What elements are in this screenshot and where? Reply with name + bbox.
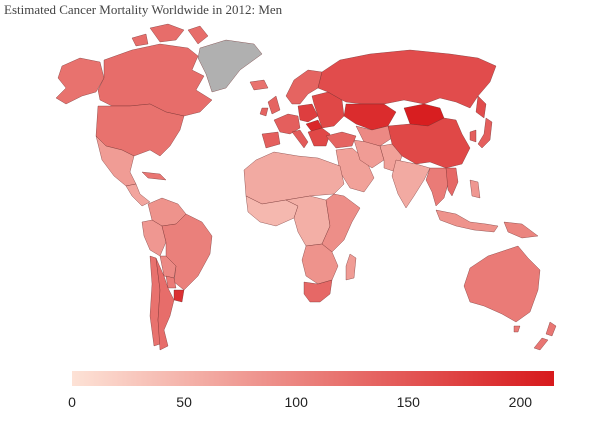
- country-canada[interactable]: [97, 43, 213, 117]
- country-india[interactable]: [391, 159, 431, 209]
- country-turkey-caucasus[interactable]: [325, 131, 357, 149]
- legend-tick-label: 50: [176, 394, 192, 410]
- country-cuba[interactable]: [141, 171, 167, 181]
- country-russia-east[interactable]: [475, 95, 487, 119]
- country-argentina[interactable]: [155, 257, 175, 351]
- map-title: Estimated Cancer Mortality Worldwide in …: [4, 2, 283, 17]
- country-madagascar[interactable]: [345, 253, 357, 281]
- country-east-africa[interactable]: [321, 193, 361, 253]
- color-scale-legend: [72, 371, 554, 386]
- country-bolivia[interactable]: [159, 255, 177, 279]
- country-central-america[interactable]: [125, 183, 151, 207]
- country-vietnam[interactable]: [445, 167, 459, 197]
- legend-tick-label: 100: [284, 394, 308, 410]
- country-new-zealand[interactable]: [533, 321, 557, 351]
- country-alaska[interactable]: [55, 57, 105, 105]
- country-iceland[interactable]: [249, 79, 269, 91]
- country-uk-ireland[interactable]: [259, 95, 281, 117]
- legend-tick-label: 150: [396, 394, 420, 410]
- country-indonesia[interactable]: [435, 209, 499, 233]
- country-korea-japan[interactable]: [469, 117, 493, 149]
- country-philippines[interactable]: [469, 179, 481, 199]
- country-russia[interactable]: [317, 49, 497, 109]
- legend-tick-label: 200: [508, 394, 533, 410]
- legend-gradient-bar: [72, 371, 554, 386]
- legend-tick-label: 0: [68, 394, 76, 410]
- country-iberia[interactable]: [261, 131, 281, 149]
- country-north-africa[interactable]: [243, 151, 345, 205]
- country-south-africa[interactable]: [303, 279, 333, 303]
- country-balkans[interactable]: [307, 127, 331, 147]
- country-greenland[interactable]: [197, 39, 263, 93]
- country-italy[interactable]: [291, 129, 309, 149]
- country-tasmania[interactable]: [513, 325, 521, 333]
- country-uruguay[interactable]: [173, 289, 185, 303]
- country-china[interactable]: [387, 117, 471, 169]
- country-mainland-southeast-asia[interactable]: [425, 167, 449, 207]
- country-central-europe[interactable]: [297, 103, 319, 123]
- country-paraguay[interactable]: [165, 275, 177, 289]
- country-canada-arctic-islands[interactable]: [131, 23, 209, 47]
- country-western-europe[interactable]: [273, 113, 301, 135]
- country-australia[interactable]: [463, 245, 541, 323]
- country-peru-ecuador[interactable]: [141, 219, 167, 257]
- country-papua-new-guinea[interactable]: [503, 221, 539, 239]
- country-mexico[interactable]: [95, 135, 137, 187]
